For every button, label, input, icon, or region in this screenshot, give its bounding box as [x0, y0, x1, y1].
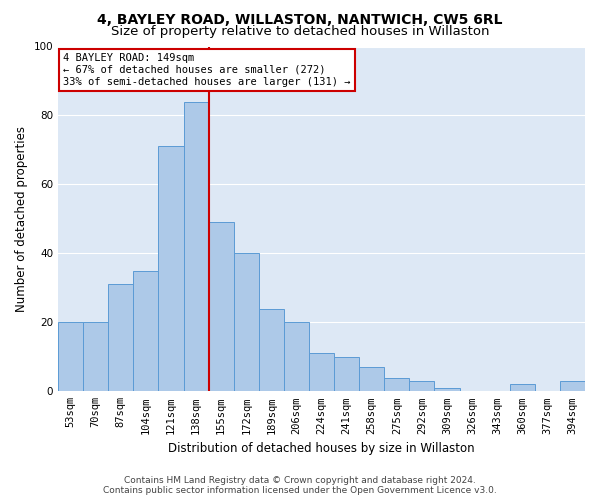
X-axis label: Distribution of detached houses by size in Willaston: Distribution of detached houses by size …: [168, 442, 475, 455]
Y-axis label: Number of detached properties: Number of detached properties: [15, 126, 28, 312]
Text: 4 BAYLEY ROAD: 149sqm
← 67% of detached houses are smaller (272)
33% of semi-det: 4 BAYLEY ROAD: 149sqm ← 67% of detached …: [63, 54, 350, 86]
Bar: [184, 102, 209, 392]
Text: 4, BAYLEY ROAD, WILLASTON, NANTWICH, CW5 6RL: 4, BAYLEY ROAD, WILLASTON, NANTWICH, CW5…: [97, 12, 503, 26]
Bar: [83, 322, 108, 392]
Bar: [510, 384, 535, 392]
Text: Size of property relative to detached houses in Willaston: Size of property relative to detached ho…: [111, 25, 489, 38]
Bar: [233, 254, 259, 392]
Bar: [434, 388, 460, 392]
Bar: [108, 284, 133, 392]
Text: Contains HM Land Registry data © Crown copyright and database right 2024.
Contai: Contains HM Land Registry data © Crown c…: [103, 476, 497, 495]
Bar: [359, 367, 384, 392]
Bar: [384, 378, 409, 392]
Bar: [334, 357, 359, 392]
Bar: [284, 322, 309, 392]
Bar: [158, 146, 184, 392]
Bar: [309, 354, 334, 392]
Bar: [259, 308, 284, 392]
Bar: [133, 270, 158, 392]
Bar: [209, 222, 233, 392]
Bar: [58, 322, 83, 392]
Bar: [560, 381, 585, 392]
Bar: [409, 381, 434, 392]
